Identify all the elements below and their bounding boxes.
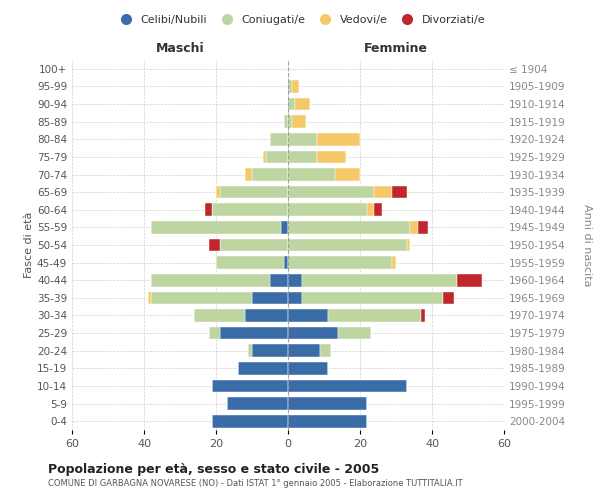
- Bar: [392, 186, 407, 198]
- Bar: [151, 221, 281, 234]
- Bar: [288, 116, 292, 128]
- Bar: [212, 380, 288, 392]
- Bar: [457, 274, 482, 286]
- Bar: [328, 309, 421, 322]
- Bar: [443, 292, 454, 304]
- Text: Maschi: Maschi: [155, 42, 205, 54]
- Y-axis label: Fasce di età: Fasce di età: [24, 212, 34, 278]
- Y-axis label: Anni di nascita: Anni di nascita: [582, 204, 592, 286]
- Bar: [216, 256, 284, 269]
- Bar: [194, 309, 245, 322]
- Bar: [338, 327, 371, 340]
- Bar: [205, 204, 212, 216]
- Bar: [421, 309, 425, 322]
- Bar: [252, 292, 288, 304]
- Bar: [209, 238, 220, 252]
- Bar: [151, 292, 252, 304]
- Bar: [151, 274, 270, 286]
- Bar: [284, 116, 288, 128]
- Bar: [266, 150, 288, 163]
- Bar: [288, 292, 302, 304]
- Bar: [220, 238, 288, 252]
- Bar: [238, 362, 288, 374]
- Bar: [288, 168, 335, 181]
- Bar: [288, 344, 320, 357]
- Bar: [227, 397, 288, 410]
- Text: COMUNE DI GARBAGNA NOVARESE (NO) - Dati ISTAT 1° gennaio 2005 - Elaborazione TUT: COMUNE DI GARBAGNA NOVARESE (NO) - Dati …: [48, 479, 463, 488]
- Bar: [292, 116, 306, 128]
- Bar: [320, 344, 331, 357]
- Bar: [288, 204, 367, 216]
- Bar: [252, 344, 288, 357]
- Bar: [392, 256, 396, 269]
- Bar: [248, 344, 252, 357]
- Legend: Celibi/Nubili, Coniugati/e, Vedovi/e, Divorziati/e: Celibi/Nubili, Coniugati/e, Vedovi/e, Di…: [110, 10, 490, 29]
- Bar: [212, 415, 288, 428]
- Bar: [245, 168, 252, 181]
- Bar: [302, 292, 443, 304]
- Bar: [317, 150, 346, 163]
- Bar: [302, 274, 457, 286]
- Bar: [295, 98, 310, 110]
- Bar: [335, 168, 360, 181]
- Text: Femmine: Femmine: [364, 42, 428, 54]
- Bar: [367, 204, 374, 216]
- Bar: [288, 98, 295, 110]
- Bar: [288, 362, 328, 374]
- Bar: [288, 221, 410, 234]
- Bar: [374, 204, 382, 216]
- Bar: [374, 186, 392, 198]
- Bar: [252, 168, 288, 181]
- Bar: [245, 309, 288, 322]
- Bar: [270, 133, 288, 145]
- Bar: [288, 309, 328, 322]
- Bar: [288, 327, 338, 340]
- Bar: [288, 256, 392, 269]
- Bar: [407, 238, 410, 252]
- Bar: [288, 397, 367, 410]
- Text: Popolazione per età, sesso e stato civile - 2005: Popolazione per età, sesso e stato civil…: [48, 462, 379, 475]
- Bar: [209, 327, 220, 340]
- Bar: [317, 133, 360, 145]
- Bar: [288, 380, 407, 392]
- Bar: [288, 415, 367, 428]
- Bar: [281, 221, 288, 234]
- Bar: [212, 204, 288, 216]
- Bar: [292, 80, 299, 93]
- Bar: [418, 221, 428, 234]
- Bar: [288, 238, 407, 252]
- Bar: [284, 256, 288, 269]
- Bar: [263, 150, 266, 163]
- Bar: [216, 186, 220, 198]
- Bar: [410, 221, 418, 234]
- Bar: [288, 186, 374, 198]
- Bar: [288, 274, 302, 286]
- Bar: [220, 327, 288, 340]
- Bar: [288, 80, 292, 93]
- Bar: [220, 186, 288, 198]
- Bar: [288, 133, 317, 145]
- Bar: [288, 150, 317, 163]
- Bar: [148, 292, 151, 304]
- Bar: [270, 274, 288, 286]
